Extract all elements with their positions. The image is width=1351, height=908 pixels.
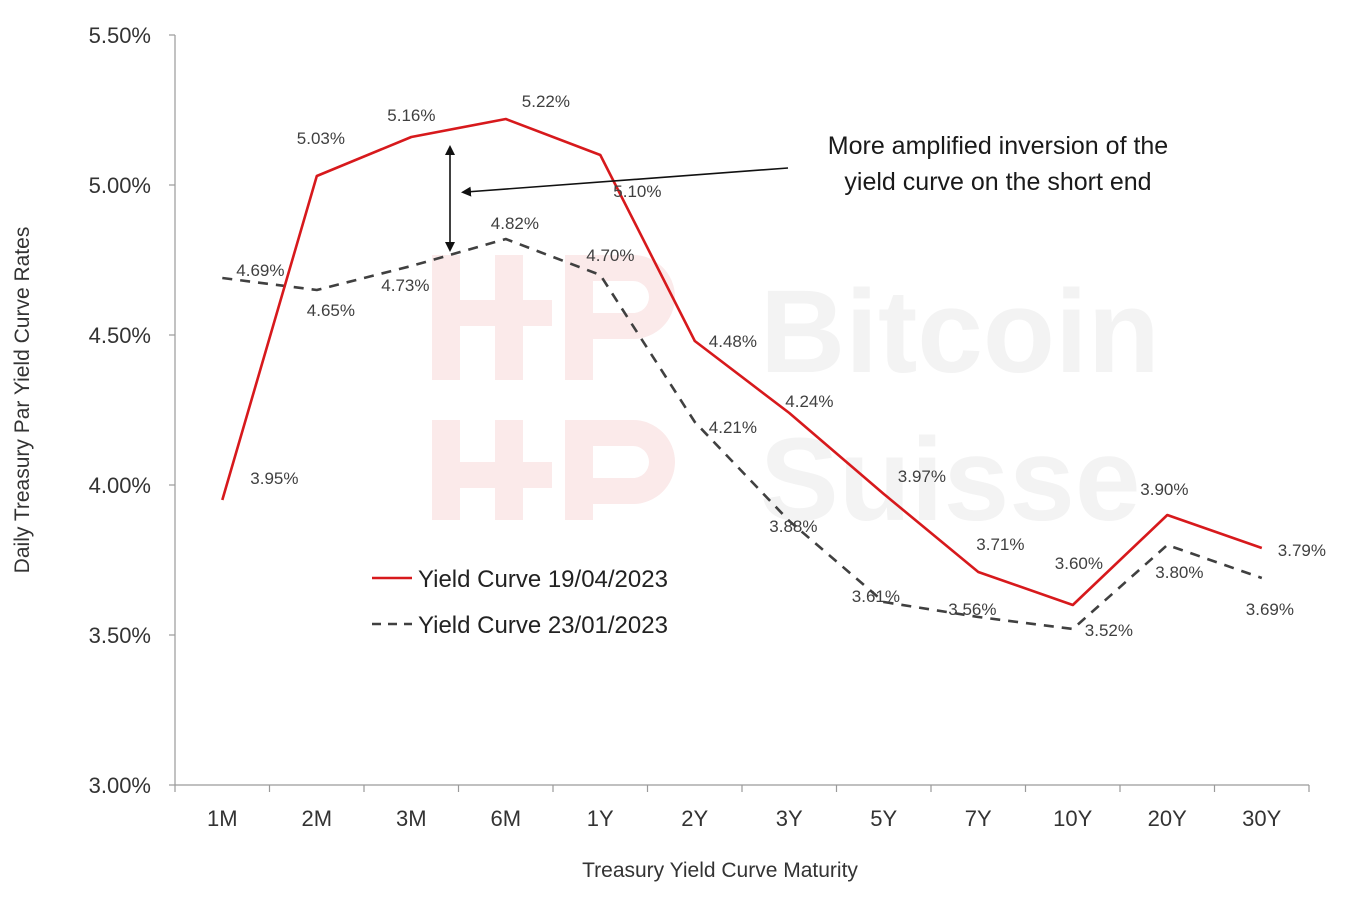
data-label: 3.52% [1085,621,1133,640]
x-tick-label: 1Y [587,806,614,831]
data-label: 5.10% [613,182,661,201]
x-axis-title: Treasury Yield Curve Maturity [582,859,858,882]
x-tick-label: 2M [301,806,332,831]
y-tick-label: 4.00% [89,473,151,498]
bitcoin-suisse-logo-icon [432,255,675,520]
data-label: 5.22% [522,92,570,111]
watermark: Bitcoin Suisse [432,255,1160,546]
legend-label-series-2: Yield Curve 23/01/2023 [418,612,668,639]
legend: Yield Curve 19/04/2023 Yield Curve 23/01… [372,566,668,639]
y-tick-label: 4.50% [89,323,151,348]
series-line-23-01-2023 [222,237,1263,631]
data-label: 3.88% [769,517,817,536]
x-tick-label: 6M [490,806,521,831]
data-label: 3.90% [1140,480,1188,499]
data-label: 4.82% [491,214,539,233]
data-label: 3.60% [1055,554,1103,573]
annotation-text-line1: More amplified inversion of the [828,132,1168,160]
data-label: 4.21% [709,418,757,437]
data-label: 3.71% [976,535,1024,554]
x-tick-label: 3Y [776,806,803,831]
data-label-layer: 3.95% 5.03% 5.16% 5.22% 5.10% 4.48% 4.24% 3.97%… [236,92,1326,640]
x-tick-label: 5Y [870,806,897,831]
y-axis-title: Daily Treasury Par Yield Curve Rates [11,227,34,574]
data-label: 3.95% [250,469,298,488]
data-label: 3.79% [1278,541,1326,560]
data-label: 4.69% [236,261,284,280]
watermark-line1: Bitcoin [760,266,1160,398]
x-tick-label: 10Y [1053,806,1092,831]
x-tick-label: 1M [207,806,238,831]
x-tick-label: 3M [396,806,427,831]
data-label: 5.03% [297,129,345,148]
data-label: 3.97% [898,467,946,486]
series-layer [221,117,1263,631]
x-tick-label: 2Y [681,806,708,831]
x-ticks: 1M 2M 3M 6M 1Y 2Y 3Y 5Y 7Y 10Y 20Y 30Y [174,785,1310,831]
y-tick-label: 3.50% [89,623,151,648]
data-label: 4.65% [307,301,355,320]
annotation-text-line2: yield curve on the short end [844,168,1151,196]
data-label: 3.61% [852,587,900,606]
data-label: 3.80% [1155,563,1203,582]
data-label: 4.48% [709,332,757,351]
data-label: 4.73% [381,276,429,295]
data-label: 4.24% [785,392,833,411]
y-tick-label: 5.50% [89,23,151,48]
data-label: 5.16% [387,106,435,125]
annotation: More amplified inversion of the yield cu… [445,132,1168,252]
x-tick-label: 7Y [965,806,992,831]
legend-label-series-1: Yield Curve 19/04/2023 [418,566,668,593]
y-tick-label: 3.00% [89,773,151,798]
series-line-19-04-2023 [221,117,1263,607]
data-label: 3.56% [948,600,996,619]
data-label: 4.70% [586,246,634,265]
y-tick-label: 5.00% [89,173,151,198]
annotation-pointer-arrow [461,167,789,197]
x-tick-label: 30Y [1242,806,1281,831]
y-ticks: 3.00% 3.50% 4.00% 4.50% 5.00% 5.50% [89,23,175,798]
data-label: 3.69% [1246,600,1294,619]
x-tick-label: 20Y [1148,806,1187,831]
watermark-line2: Suisse [760,414,1140,546]
